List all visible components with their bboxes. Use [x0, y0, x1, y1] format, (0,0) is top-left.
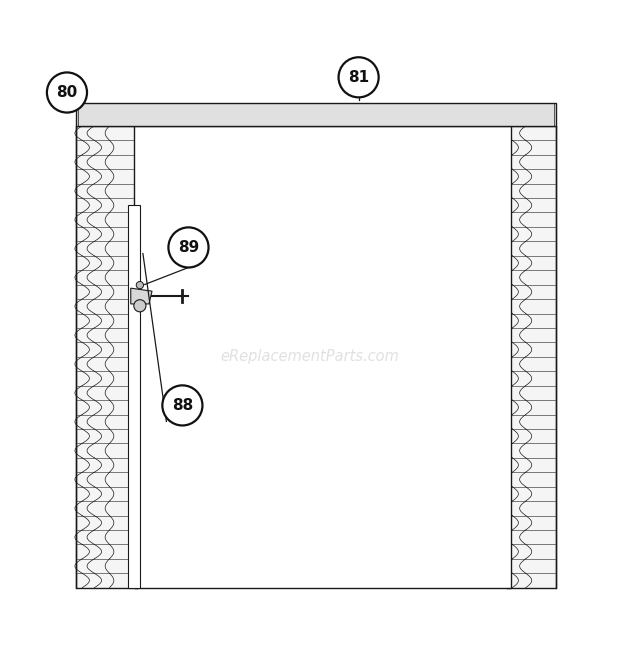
Text: 88: 88: [172, 398, 193, 413]
Polygon shape: [131, 288, 152, 304]
Circle shape: [339, 57, 379, 97]
Circle shape: [47, 72, 87, 112]
Circle shape: [169, 227, 208, 267]
Polygon shape: [134, 126, 510, 588]
Circle shape: [162, 385, 203, 426]
Circle shape: [134, 300, 146, 312]
Circle shape: [136, 281, 143, 289]
Polygon shape: [128, 205, 140, 588]
Polygon shape: [507, 126, 556, 588]
Text: 80: 80: [56, 85, 78, 100]
Polygon shape: [76, 126, 137, 588]
Text: 89: 89: [178, 240, 199, 255]
Polygon shape: [76, 103, 556, 126]
Text: 81: 81: [348, 70, 369, 85]
Text: eReplacementParts.com: eReplacementParts.com: [221, 349, 399, 364]
